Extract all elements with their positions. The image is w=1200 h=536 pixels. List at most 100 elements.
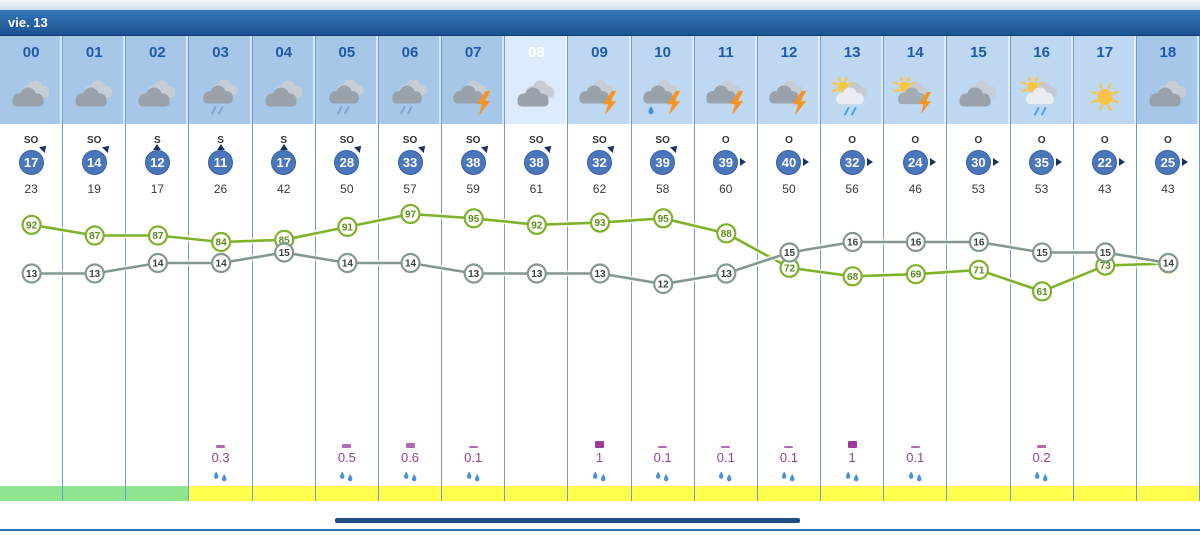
precip-bar	[594, 441, 604, 448]
precipitation-cell	[126, 424, 188, 486]
wind-speed-badge: 30	[965, 149, 991, 175]
hour-column-07: 07 SO 38 59 0.1	[442, 36, 506, 501]
wind-direction: S	[154, 135, 161, 146]
precip-bar	[405, 443, 415, 448]
hour-column-11: 11 O 39 60 0.1	[694, 36, 758, 501]
wind-speed-badge: 35	[1029, 149, 1055, 175]
wind-direction: S	[280, 135, 288, 146]
hour-column-08: 08 SO 38 61	[505, 36, 569, 501]
hour-label: 17	[1073, 36, 1136, 69]
wind-arrow-icon	[803, 158, 810, 166]
cloudy-icon	[0, 69, 63, 124]
hour-column-01: 01 SO 14 19	[63, 36, 127, 501]
wind-speed-badge: 32	[839, 149, 865, 175]
cloudy-icon	[252, 69, 315, 124]
precip-bar	[468, 446, 478, 448]
wind-direction: SO	[465, 135, 481, 146]
rain-drops-icon	[316, 466, 378, 486]
precip-bar	[847, 441, 857, 448]
hour-column-06: 06 SO 33 57 0.6	[378, 36, 443, 501]
wind-direction: O	[848, 135, 856, 146]
hour-label: 01	[63, 36, 126, 69]
rain-drops-icon	[632, 466, 694, 486]
hour-label: 10	[631, 36, 694, 69]
precip-bar	[658, 446, 668, 448]
hour-column-13: 13 O 32 56 1	[821, 36, 885, 501]
wind-gust: 17	[150, 182, 165, 196]
rain-drops-icon	[1011, 466, 1073, 486]
hour-label: 12	[757, 36, 821, 69]
hour-label: 13	[821, 36, 884, 69]
hour-label: 16	[1010, 36, 1073, 69]
sun-clouds-rain-icon	[1010, 69, 1073, 124]
storm-rain-icon	[631, 69, 694, 124]
precipitation-cell	[253, 424, 315, 486]
wind-gust: 43	[1098, 182, 1112, 196]
wind-direction: SO	[402, 135, 418, 146]
sun-clouds-rain-icon	[821, 69, 884, 124]
horizontal-scrollbar[interactable]	[335, 518, 800, 523]
hourly-forecast-table: 00 SO 17 23 01 SO 14 19 02 S 12 17 03 S 11 26 0.3 04 S 17 42…	[0, 36, 1200, 501]
rain-drops-icon	[821, 466, 883, 486]
cloudy-rain-icon	[378, 69, 442, 124]
hour-label: 15	[947, 36, 1010, 69]
wind-gust: 42	[277, 182, 291, 196]
day-header: vie. 13	[0, 10, 1200, 36]
hour-column-03: 03 S 11 26 0.3	[189, 36, 253, 501]
cloudy-icon	[126, 69, 189, 124]
status-strip	[821, 486, 884, 501]
storm-icon	[694, 69, 757, 124]
wind-direction: O	[721, 135, 730, 146]
wind-speed-badge: 39	[650, 149, 676, 175]
wind-speed-badge: 32	[586, 149, 612, 175]
status-strip	[315, 486, 378, 501]
wind-gust: 26	[213, 182, 228, 196]
wind-speed-badge: 25	[1155, 149, 1181, 175]
precip-amount: 0.5	[337, 449, 356, 465]
hour-label: 06	[378, 36, 442, 69]
wind-arrow-icon	[216, 143, 225, 150]
rain-drops-icon	[442, 466, 504, 486]
wind-direction: SO	[339, 135, 355, 146]
wind-direction: O	[1164, 135, 1172, 146]
wind-speed-badge: 17	[271, 149, 297, 175]
bottom-divider	[0, 529, 1200, 531]
status-strip	[631, 486, 694, 501]
hour-label: 07	[442, 36, 505, 69]
wind-gust: 19	[87, 182, 101, 196]
wind-direction: O	[1100, 135, 1109, 146]
wind-gust: 57	[403, 182, 417, 196]
precip-amount: 1	[848, 449, 856, 465]
status-strip	[568, 486, 631, 501]
wind-gust: 62	[592, 182, 607, 196]
precipitation-cell	[947, 424, 1009, 486]
hour-label: 18	[1136, 36, 1199, 69]
wind-direction: S	[217, 135, 224, 146]
wind-speed-badge: 40	[776, 149, 802, 175]
wind-gust: 59	[466, 182, 480, 196]
storm-icon	[568, 69, 631, 124]
hour-label: 04	[252, 36, 315, 69]
precip-amount: 0.1	[716, 449, 735, 465]
wind-direction: O	[1037, 135, 1046, 146]
hour-column-00: 00 SO 17 23	[0, 36, 64, 501]
wind-gust: 50	[782, 182, 796, 196]
wind-speed-badge: 28	[334, 149, 360, 175]
status-strip	[378, 486, 442, 501]
status-strip	[1136, 486, 1199, 501]
precip-amount: 0.1	[906, 449, 925, 465]
wind-arrow-icon	[866, 158, 873, 166]
hour-column-05: 05 SO 28 50 0.5	[315, 36, 379, 501]
status-strip	[189, 486, 252, 501]
top-strip	[0, 0, 1200, 10]
cloudy-icon	[63, 69, 126, 124]
wind-direction: O	[974, 135, 983, 146]
wind-direction: SO	[529, 135, 544, 146]
wind-arrow-icon	[929, 158, 936, 166]
wind-gust: 23	[24, 182, 38, 196]
sun-clouds-storm-icon	[884, 69, 947, 124]
precip-bar	[910, 446, 920, 448]
wind-gust: 58	[655, 182, 670, 196]
status-strip	[1073, 486, 1136, 501]
hour-column-02: 02 S 12 17	[126, 36, 190, 501]
